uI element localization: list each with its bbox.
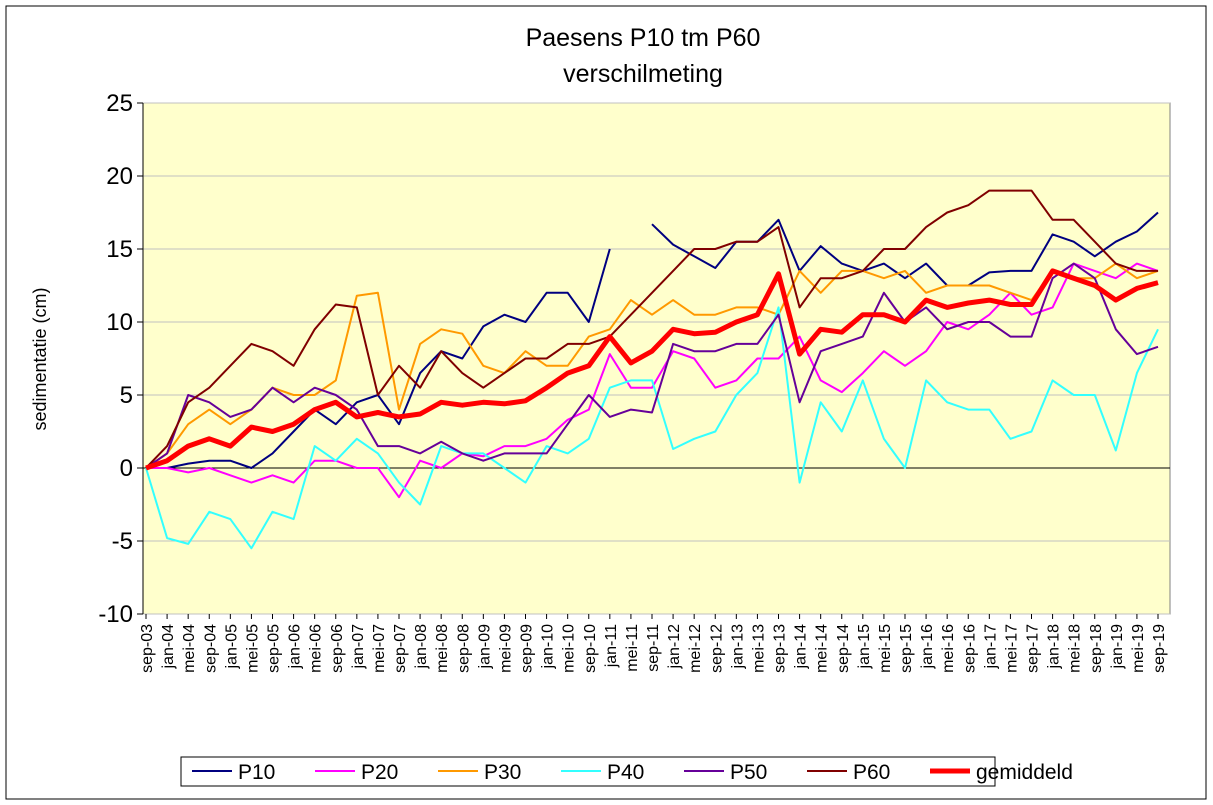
x-tick-label: mei-15	[877, 624, 894, 673]
y-tick-label: 0	[120, 455, 133, 482]
x-tick-label: mei-17	[1003, 624, 1020, 673]
x-tick-label: mei-07	[371, 624, 388, 673]
x-tick-label: jan-08	[413, 624, 430, 670]
x-tick-label: jan-05	[223, 624, 240, 670]
x-tick-label: sep-15	[898, 624, 915, 673]
x-tick-label: sep-18	[1088, 624, 1105, 673]
x-tick-label: sep-12	[708, 624, 725, 673]
x-tick-label: sep-03	[139, 624, 156, 673]
x-tick-label: mei-13	[750, 624, 767, 673]
x-tick-label: sep-09	[519, 624, 536, 673]
y-axis-title: sedimentatie (cm)	[30, 287, 50, 430]
x-tick-label: sep-13	[772, 624, 789, 673]
x-tick-label: mei-12	[687, 624, 704, 673]
y-tick-label: -5	[112, 528, 133, 555]
y-tick-label: 5	[120, 382, 133, 409]
legend-label: P10	[238, 761, 275, 784]
x-tick-label: mei-04	[181, 624, 198, 673]
legend-label: P60	[853, 761, 890, 784]
x-tick-label: sep-11	[645, 624, 662, 672]
series-line	[145, 262, 1159, 469]
x-tick-label: mei-16	[940, 624, 957, 673]
x-tick-label: sep-16	[961, 624, 978, 673]
x-tick-label: jan-19	[1109, 624, 1126, 670]
x-tick-label: jan-17	[982, 624, 999, 670]
x-tick-label: sep-17	[1025, 624, 1042, 673]
x-tick-label: jan-16	[919, 624, 936, 670]
x-tick-label: mei-11	[624, 624, 641, 672]
x-tick-label: mei-14	[814, 624, 831, 673]
y-tick-label: 15	[106, 236, 133, 263]
x-tick-label: jan-15	[856, 624, 873, 670]
legend: P10 P20 P30 P40 P50 P60 gemiddeld	[180, 756, 1073, 787]
x-tick-label: jan-04	[160, 624, 177, 670]
y-tick-label: 20	[106, 163, 133, 190]
x-tick-label: jan-10	[540, 624, 557, 670]
y-tick-label: -10	[98, 601, 133, 628]
x-tick-label: mei-08	[434, 624, 451, 673]
x-tick-label: mei-10	[561, 624, 578, 673]
chart-title: Paesens P10 tm P60	[526, 24, 761, 52]
series-line	[146, 262, 1159, 499]
x-tick-label: sep-07	[392, 624, 409, 673]
x-tick-label: sep-08	[455, 624, 472, 673]
legend-label: gemiddeld	[976, 761, 1073, 784]
x-tick-label: jan-18	[1046, 624, 1063, 670]
legend-label: P50	[730, 761, 767, 784]
legend-label: P20	[361, 761, 398, 784]
x-tick-label: mei-06	[308, 624, 325, 673]
x-tick-label: sep-19	[1151, 624, 1168, 673]
series-line	[145, 268, 1159, 471]
x-tick-label: mei-18	[1067, 624, 1084, 673]
x-tick-label: sep-06	[329, 624, 346, 673]
x-tick-label: sep-10	[582, 624, 599, 673]
series-line	[145, 262, 1159, 469]
x-tick-label: jan-14	[793, 624, 810, 670]
x-tick-label: jan-12	[666, 624, 683, 670]
legend-label: P30	[484, 761, 521, 784]
series-line	[145, 306, 1159, 550]
x-tick-label: sep-14	[835, 624, 852, 673]
x-tick-label: mei-05	[244, 624, 261, 673]
x-tick-label: sep-04	[202, 624, 219, 673]
x-tick-label: jan-07	[350, 624, 367, 670]
x-tick-label: jan-06	[287, 624, 304, 670]
plot-area	[142, 102, 1171, 615]
x-tick-label: jan-13	[729, 624, 746, 670]
x-tick-label: jan-11	[603, 624, 620, 668]
y-tick-label: 25	[106, 90, 133, 117]
x-tick-label: mei-09	[497, 624, 514, 673]
x-tick-label: jan-09	[476, 624, 493, 670]
x-tick-label: sep-05	[266, 624, 283, 673]
x-tick-label: mei-19	[1130, 624, 1147, 673]
legend-label: P40	[607, 761, 644, 784]
series-line	[145, 189, 1158, 469]
y-tick-label: 10	[106, 309, 133, 336]
chart-subtitle: verschilmeting	[563, 60, 723, 88]
